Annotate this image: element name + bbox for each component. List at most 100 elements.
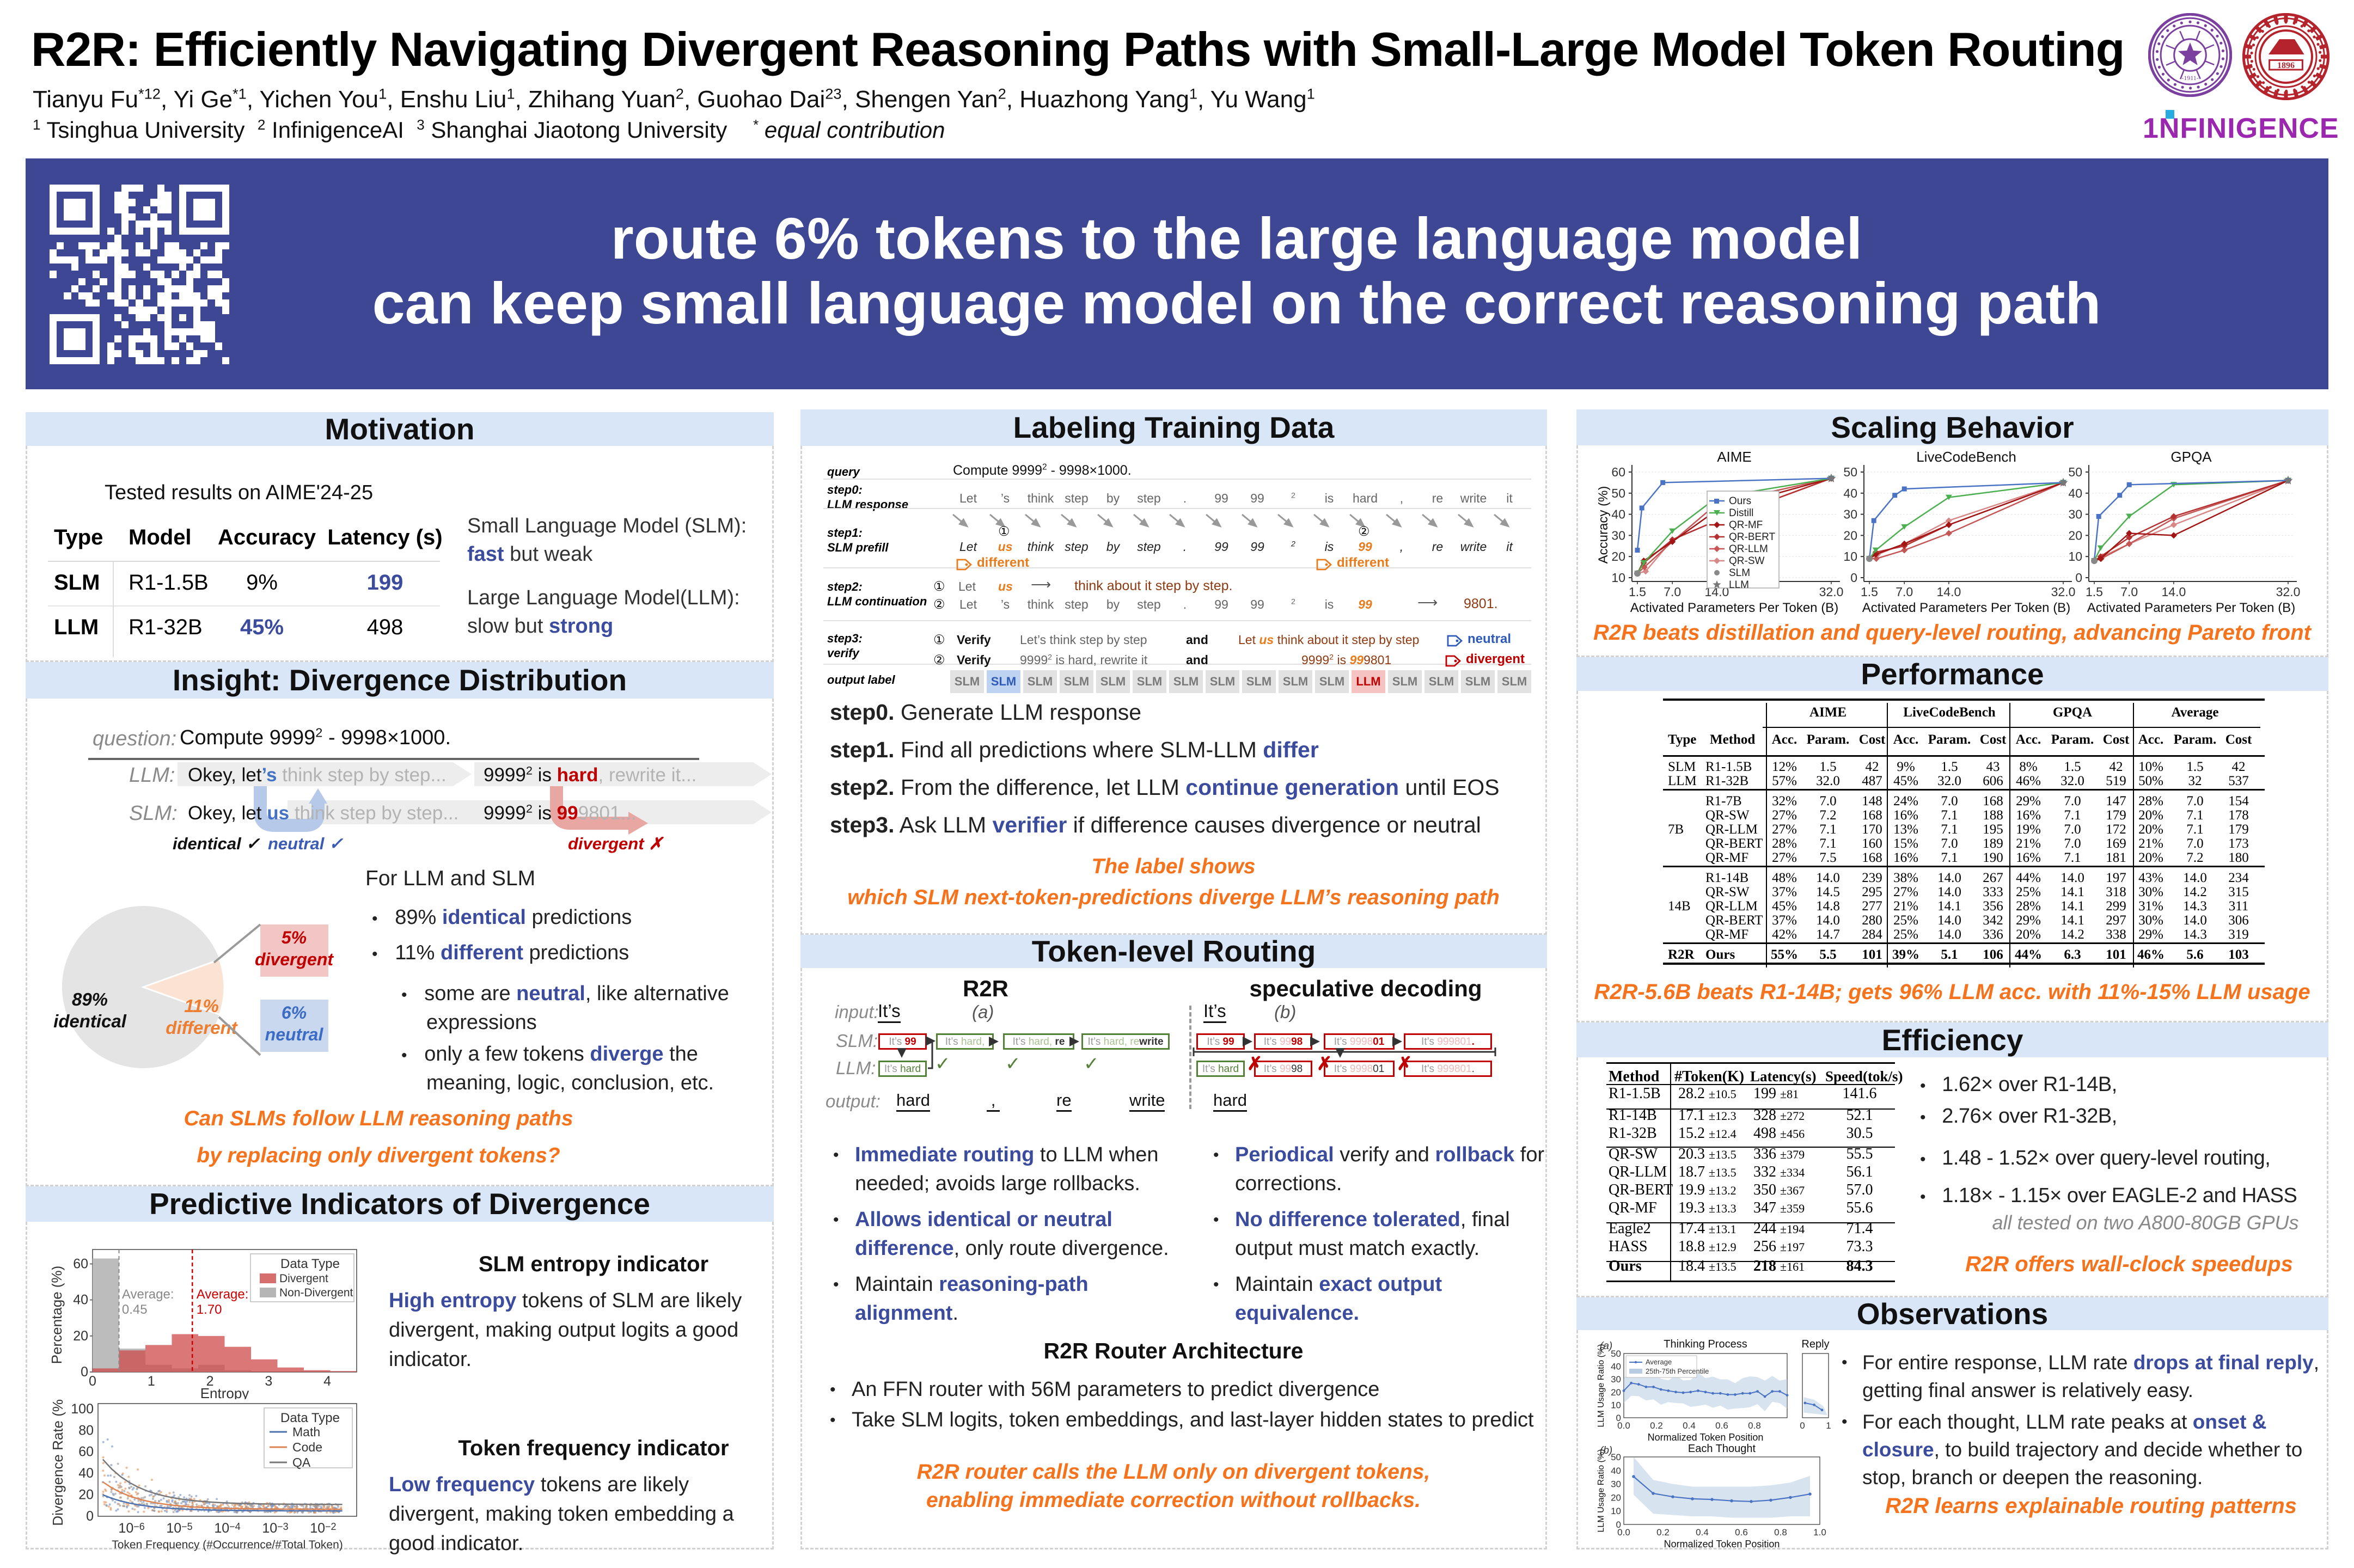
svg-text:0: 0 — [1616, 1413, 1621, 1423]
svg-text:10−4: 10−4 — [214, 1521, 240, 1536]
svg-text:Data Type: Data Type — [280, 1411, 340, 1425]
svg-text:40: 40 — [73, 1293, 88, 1308]
svg-text:Percentage (%): Percentage (%) — [52, 1266, 65, 1364]
svg-text:Token Frequency (#Occurrence/#: Token Frequency (#Occurrence/#Total Toke… — [112, 1539, 343, 1551]
svg-text:20: 20 — [1611, 1492, 1621, 1503]
svg-text:32.0: 32.0 — [2051, 585, 2075, 599]
svg-text:60: 60 — [78, 1444, 94, 1460]
svg-text:2: 2 — [206, 1374, 214, 1389]
svg-text:20: 20 — [1843, 528, 1857, 542]
svg-text:0.4: 0.4 — [1683, 1420, 1696, 1431]
svg-text:30: 30 — [2068, 507, 2082, 522]
svg-text:4: 4 — [323, 1374, 331, 1389]
svg-text:20: 20 — [73, 1328, 88, 1344]
svg-text:10: 10 — [1611, 1506, 1621, 1516]
svg-text:1896: 1896 — [2277, 61, 2295, 70]
svg-text:1.5: 1.5 — [1629, 585, 1646, 599]
svg-text:0.0: 0.0 — [1617, 1527, 1630, 1538]
svg-text:Average:: Average: — [122, 1287, 174, 1302]
svg-text:LLM Usage Ratio (%): LLM Usage Ratio (%) — [1597, 1449, 1606, 1533]
svg-text:32.0: 32.0 — [2276, 585, 2300, 599]
svg-text:50: 50 — [1843, 465, 1857, 479]
svg-text:Normalized Token Position: Normalized Token Position — [1664, 1539, 1780, 1549]
svg-text:10: 10 — [1843, 549, 1857, 564]
svg-text:Activated Parameters Per Token: Activated Parameters Per Token (B) — [1630, 601, 1838, 615]
svg-text:0: 0 — [1800, 1420, 1805, 1431]
svg-text:0: 0 — [1850, 571, 1857, 585]
svg-text:Normalized Token Position: Normalized Token Position — [1648, 1432, 1764, 1442]
svg-text:20: 20 — [2068, 528, 2082, 542]
svg-text:1.5: 1.5 — [1861, 585, 1878, 599]
svg-text:Entropy: Entropy — [200, 1385, 249, 1399]
svg-text:3: 3 — [265, 1374, 272, 1389]
svg-text:80: 80 — [78, 1423, 94, 1438]
svg-text:0: 0 — [2075, 571, 2082, 585]
svg-text:32.0: 32.0 — [1819, 585, 1843, 599]
svg-text:1.70: 1.70 — [197, 1302, 222, 1317]
svg-text:1: 1 — [148, 1374, 155, 1389]
svg-text:0.6: 0.6 — [1715, 1420, 1728, 1431]
svg-text:1: 1 — [1826, 1420, 1831, 1431]
svg-text:40: 40 — [2068, 486, 2082, 500]
svg-text:20: 20 — [1611, 1387, 1621, 1398]
svg-text:7.0: 7.0 — [1664, 585, 1681, 599]
svg-text:50: 50 — [1611, 486, 1625, 500]
svg-text:1.5: 1.5 — [2086, 585, 2103, 599]
svg-text:Non-Divergent: Non-Divergent — [279, 1287, 353, 1299]
svg-text:50: 50 — [1611, 1349, 1621, 1359]
svg-text:(a): (a) — [1600, 1340, 1612, 1352]
svg-text:50: 50 — [2068, 465, 2082, 479]
svg-text:40: 40 — [1611, 1466, 1621, 1476]
svg-text:Activated Parameters Per Token: Activated Parameters Per Token (B) — [1862, 601, 2070, 615]
svg-text:0.0: 0.0 — [1617, 1420, 1630, 1431]
svg-text:0.45: 0.45 — [122, 1302, 148, 1317]
svg-text:7.0: 7.0 — [1896, 585, 1913, 599]
svg-text:10−6: 10−6 — [118, 1521, 144, 1536]
svg-text:40: 40 — [1611, 507, 1625, 522]
svg-text:Thinking Process: Thinking Process — [1664, 1338, 1747, 1350]
svg-text:20: 20 — [1611, 549, 1625, 564]
svg-text:0.8: 0.8 — [1748, 1420, 1761, 1431]
svg-text:40: 40 — [1611, 1362, 1621, 1372]
svg-text:Ours: Ours — [1729, 495, 1751, 507]
svg-text:GPQA: GPQA — [2170, 450, 2212, 465]
svg-text:40: 40 — [1843, 486, 1857, 500]
svg-text:1.0: 1.0 — [1813, 1527, 1826, 1538]
svg-text:0.8: 0.8 — [1774, 1527, 1787, 1538]
svg-text:7.0: 7.0 — [2120, 585, 2138, 599]
svg-text:0.2: 0.2 — [1656, 1527, 1670, 1538]
svg-text:14.0: 14.0 — [2162, 585, 2186, 599]
svg-text:0.2: 0.2 — [1650, 1420, 1663, 1431]
svg-text:0: 0 — [1616, 1520, 1621, 1530]
svg-text:QR-LLM: QR-LLM — [1729, 543, 1768, 555]
svg-text:QR-MF: QR-MF — [1729, 519, 1763, 531]
svg-text:0.4: 0.4 — [1696, 1527, 1709, 1538]
svg-text:0.6: 0.6 — [1735, 1527, 1748, 1538]
svg-text:10: 10 — [1611, 571, 1625, 585]
svg-text:10−2: 10−2 — [310, 1521, 336, 1536]
svg-text:Accuracy (%): Accuracy (%) — [1598, 486, 1611, 564]
svg-text:LiveCodeBench: LiveCodeBench — [1916, 450, 2016, 465]
svg-text:Code: Code — [292, 1440, 322, 1454]
svg-text:Divergence Rate (%): Divergence Rate (%) — [52, 1399, 66, 1526]
svg-text:10: 10 — [1611, 1400, 1621, 1410]
svg-text:60: 60 — [73, 1257, 88, 1272]
svg-text:10−3: 10−3 — [262, 1521, 288, 1536]
svg-text:Divergent: Divergent — [279, 1272, 328, 1285]
svg-text:0: 0 — [81, 1364, 88, 1380]
svg-text:50: 50 — [1611, 1452, 1621, 1462]
svg-text:30: 30 — [1611, 528, 1625, 542]
svg-text:Reply: Reply — [1801, 1338, 1829, 1350]
svg-text:(b): (b) — [1600, 1445, 1612, 1456]
svg-text:30: 30 — [1843, 507, 1857, 522]
svg-text:Data Type: Data Type — [280, 1257, 340, 1271]
svg-text:Average: Average — [1646, 1358, 1672, 1366]
svg-text:QR-SW: QR-SW — [1729, 555, 1765, 567]
svg-text:AIME: AIME — [1717, 450, 1752, 465]
svg-text:LLM: LLM — [1729, 579, 1749, 591]
svg-text:QA: QA — [292, 1455, 311, 1469]
svg-text:Each Thought: Each Thought — [1688, 1443, 1756, 1455]
svg-text:14.0: 14.0 — [1937, 585, 1961, 599]
svg-text:SLM: SLM — [1729, 567, 1750, 579]
svg-text:20: 20 — [78, 1487, 94, 1503]
